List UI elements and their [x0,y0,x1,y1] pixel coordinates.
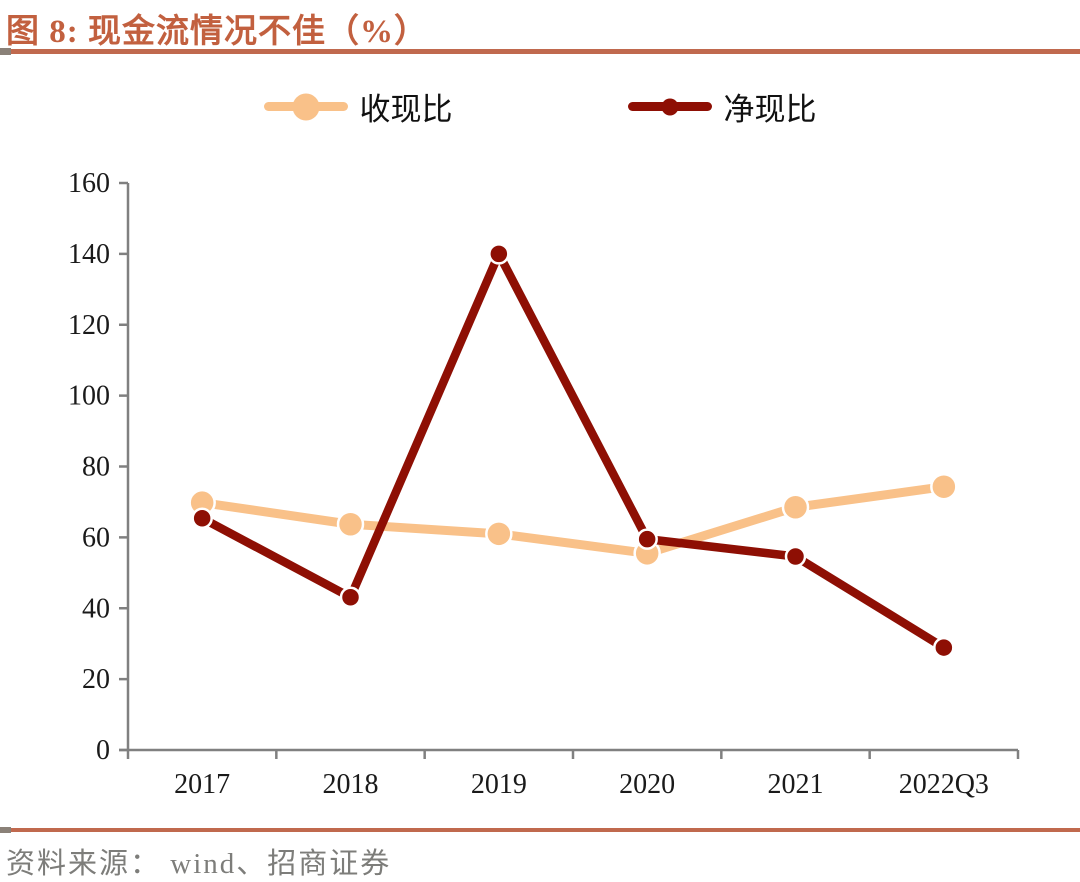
line-dot-marker-icon [263,91,348,123]
x-tick-label: 2022Q3 [899,769,989,800]
legend-label: 收现比 [359,92,453,127]
data-point [781,493,810,522]
data-point [485,520,513,548]
legend-label: 净现比 [723,92,817,127]
svg-text:20: 20 [82,664,110,695]
svg-text:80: 80 [82,452,110,483]
svg-text:160: 160 [68,168,110,199]
svg-text:100: 100 [68,381,110,412]
series-line-净现比 [197,249,949,652]
svg-text:40: 40 [82,593,110,624]
legend-item-shouxianbi[interactable]: 收现比 [263,84,453,129]
series-line-收现比 [197,482,949,558]
data-point [930,472,958,501]
data-point [933,636,955,659]
svg-text:0: 0 [96,735,110,766]
line-dot-marker-icon [627,91,712,123]
data-point [336,510,365,539]
data-source-note: 资料来源： wind、招商证券 [6,848,392,880]
footer-divider-cap [0,827,11,833]
figure-title: 图 8: 现金流情况不佳（%） [6,14,428,50]
legend-item-jingxianbi[interactable]: 净现比 [627,84,817,129]
x-tick-label: 2020 [619,769,675,800]
data-point [636,528,658,550]
data-point [488,243,510,265]
svg-text:60: 60 [82,522,110,553]
svg-text:140: 140 [68,239,110,270]
x-tick-label: 2017 [174,769,230,800]
data-point [191,507,213,529]
title-divider-cap [0,48,11,55]
footer-divider [0,828,1080,832]
data-point [784,545,807,568]
title-divider [0,49,1080,54]
x-tick-label: 2021 [768,769,824,800]
data-point [339,586,362,609]
svg-text:120: 120 [68,310,110,341]
x-tick-label: 2018 [323,769,379,800]
x-tick-label: 2019 [471,769,527,800]
chart-legend: 收现比 净现比 [0,84,1080,129]
